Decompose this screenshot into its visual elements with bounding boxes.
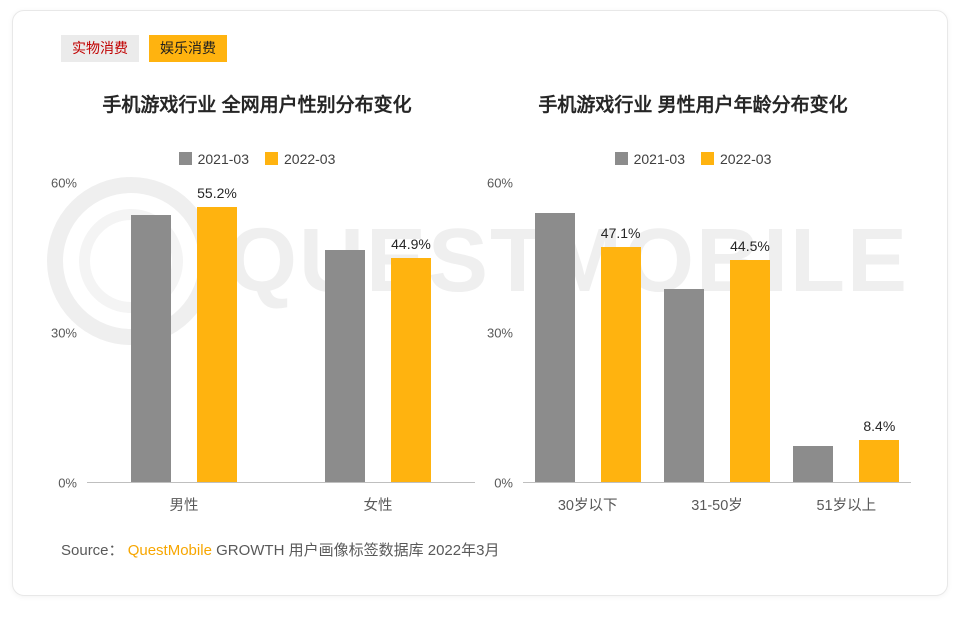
report-card: QUESTMOBILE 实物消费 娱乐消费 手机游戏行业 全网用户性别分布变化 … (12, 10, 948, 596)
bar-value-label: 55.2% (197, 184, 237, 201)
bar-2022-03: 44.5% (729, 238, 770, 482)
plot-area: 47.1% 30岁以下 44.5% 31-50岁 8.4% 51岁以上 (523, 183, 911, 514)
y-tick-label: 0% (58, 475, 77, 491)
bar-group: 44.5% 31-50岁 (663, 183, 770, 514)
source-line: Source： QuestMobile GROWTH 用户画像标签数据库 202… (13, 539, 947, 560)
bar-2021-03 (793, 445, 834, 482)
bar-value-label: 44.5% (730, 238, 770, 255)
bar-group: 55.2% 男性 (131, 183, 237, 514)
source-prefix: Source： (61, 541, 124, 559)
bar-2021-03 (663, 288, 704, 482)
y-axis: 60% 30% 0% (475, 175, 523, 490)
y-axis: 60% 30% 0% (39, 175, 87, 490)
gender-distribution-chart: 手机游戏行业 全网用户性别分布变化 2021-03 2022-03 60% 30% 0… (39, 82, 475, 514)
y-tick-label: 30% (50, 325, 77, 341)
plot-area: 55.2% 男性 44.9% 女性 (87, 183, 475, 514)
legend-item: 2022-03 (701, 151, 771, 167)
charts-row: 手机游戏行业 全网用户性别分布变化 2021-03 2022-03 60% 30% 0… (13, 82, 947, 514)
bar-2022-03: 55.2% (197, 185, 237, 482)
legend-item: 2021-03 (178, 150, 249, 167)
legend-label: 2021-03 (197, 150, 249, 167)
category-tags: 实物消费 娱乐消费 (13, 11, 947, 62)
tab-entertainment-consumption[interactable]: 娱乐消费 (149, 35, 227, 62)
y-tick-label: 60% (486, 175, 513, 191)
chart-title: 手机游戏行业 男性用户年龄分布变化 (538, 94, 848, 116)
source-rest: GROWTH 用户画像标签数据库 2022年3月 (211, 541, 500, 559)
category-label: 女性 (363, 497, 393, 514)
y-tick-label: 30% (486, 325, 513, 341)
plot: 60% 30% 0% 55.2% 男性 44.9% 女性 (39, 175, 475, 514)
y-tick-label: 0% (494, 475, 513, 491)
bar-value-label: 47.1% (600, 225, 641, 242)
legend-label: 2021-03 (633, 150, 685, 167)
y-tick-label: 60% (50, 175, 77, 191)
age-distribution-chart: 手机游戏行业 男性用户年龄分布变化 2021-03 2022-03 60% 30% 0… (475, 82, 911, 514)
bar-value-label: 8.4% (863, 418, 896, 435)
bar-2021-03 (325, 250, 365, 482)
legend-item: 2021-03 (614, 150, 685, 167)
bar-2022-03: 8.4% (859, 418, 900, 482)
bar-group: 44.9% 女性 (325, 183, 431, 514)
chart-legend: 2021-03 2022-03 (475, 151, 911, 167)
plot: 60% 30% 0% 47.1% 30岁以下 44.5% 31-50岁 8.4% 51岁以上 (475, 175, 911, 514)
bar-value-label: 44.9% (391, 236, 431, 253)
legend-swatch-icon (701, 152, 714, 166)
legend-swatch-icon (614, 152, 628, 166)
category-label: 男性 (169, 497, 199, 514)
tab-physical-consumption[interactable]: 实物消费 (61, 35, 139, 62)
source-brand: QuestMobile (127, 541, 212, 559)
category-label: 31-50岁 (691, 497, 743, 514)
legend-label: 2022-03 (284, 150, 336, 167)
legend-swatch-icon (178, 152, 192, 166)
category-label: 51岁以上 (816, 497, 877, 514)
chart-legend: 2021-03 2022-03 (39, 151, 475, 167)
legend-label: 2022-03 (720, 150, 772, 167)
bar-2022-03: 44.9% (391, 236, 431, 482)
chart-title: 手机游戏行业 全网用户性别分布变化 (102, 94, 412, 116)
category-label: 30岁以下 (557, 497, 618, 514)
bar-2022-03: 47.1% (600, 225, 641, 482)
legend-swatch-icon (265, 152, 278, 166)
legend-item: 2022-03 (265, 151, 335, 167)
bar-group: 8.4% 51岁以上 (793, 183, 900, 514)
bar-2021-03 (534, 212, 575, 482)
bar-group: 47.1% 30岁以下 (534, 183, 641, 514)
bar-2021-03 (131, 215, 171, 482)
